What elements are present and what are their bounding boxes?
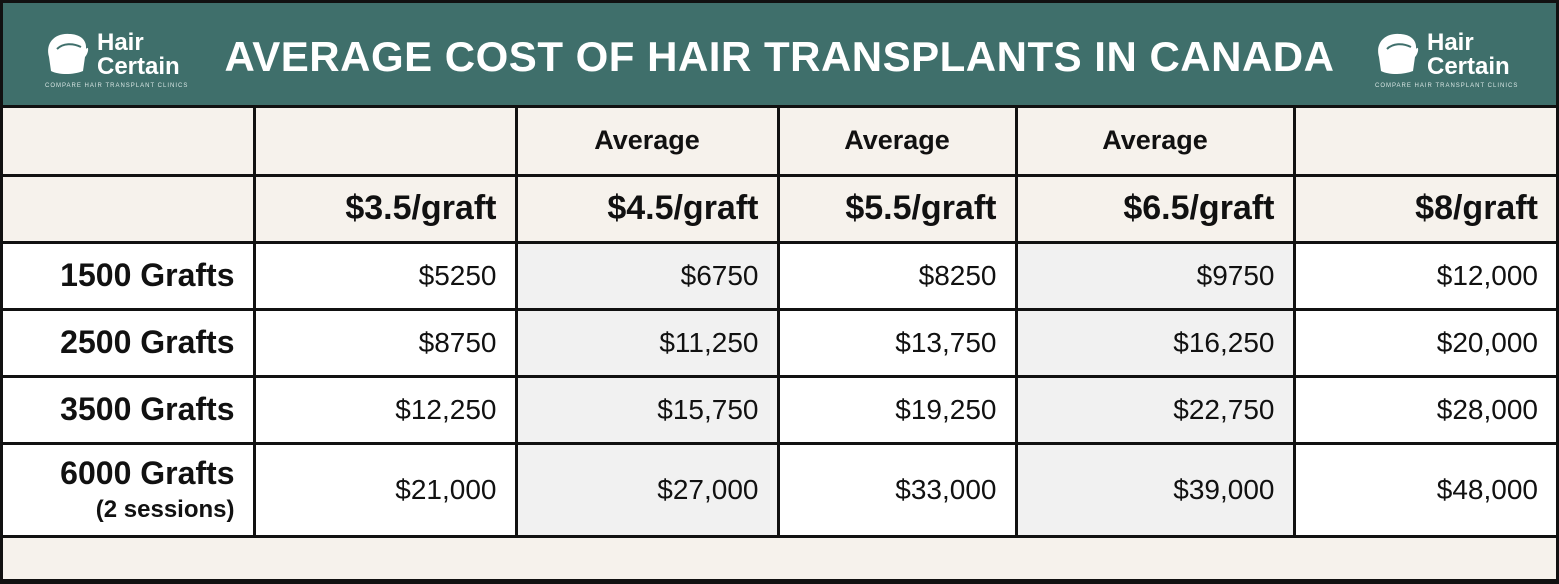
row-label-text: 1500 Grafts bbox=[60, 257, 235, 293]
row-label-text: 6000 Grafts bbox=[60, 455, 235, 491]
cost-cell: $15,750 bbox=[514, 374, 780, 445]
table-row: 3500 Grafts $12,250 $15,750 $19,250 $22,… bbox=[3, 374, 1556, 445]
footer-band bbox=[3, 534, 1556, 582]
row-label: 1500 Grafts bbox=[3, 240, 256, 311]
table-row: 2500 Grafts $8750 $11,250 $13,750 $16,25… bbox=[3, 307, 1556, 378]
price-header: $6.5/graft bbox=[1014, 173, 1296, 244]
logo-word-1: Hair bbox=[97, 29, 144, 56]
logo-word-2: Certain bbox=[1427, 53, 1510, 80]
logo-tagline: COMPARE HAIR TRANSPLANT CLINICS bbox=[45, 83, 189, 89]
cost-cell: $28,000 bbox=[1292, 374, 1556, 445]
cost-cell: $11,250 bbox=[514, 307, 780, 378]
cost-cell: $27,000 bbox=[514, 441, 780, 538]
cost-cell: $12,250 bbox=[252, 374, 518, 445]
average-label bbox=[1292, 108, 1556, 177]
cost-cell: $22,750 bbox=[1014, 374, 1296, 445]
table-row: 6000 Grafts (2 sessions) $21,000 $27,000… bbox=[3, 441, 1556, 538]
logo-tagline: COMPARE HAIR TRANSPLANT CLINICS bbox=[1375, 83, 1519, 89]
table-row: 1500 Grafts $5250 $6750 $8250 $9750 $12,… bbox=[3, 240, 1556, 311]
cost-cell: $48,000 bbox=[1292, 441, 1556, 538]
cost-cell: $6750 bbox=[514, 240, 780, 311]
average-label bbox=[3, 108, 256, 177]
footer-cell bbox=[3, 534, 1556, 582]
average-label: Average bbox=[1014, 108, 1296, 177]
cost-cell: $5250 bbox=[252, 240, 518, 311]
header-banner: Hair Certain COMPARE HAIR TRANSPLANT CLI… bbox=[3, 3, 1556, 108]
hair-icon bbox=[48, 33, 89, 74]
cost-cell: $8250 bbox=[776, 240, 1018, 311]
brand-logo-left: Hair Certain COMPARE HAIR TRANSPLANT CLI… bbox=[43, 29, 213, 90]
cost-cell: $39,000 bbox=[1014, 441, 1296, 538]
average-label: Average bbox=[776, 108, 1018, 177]
brand-logo-right: Hair Certain COMPARE HAIR TRANSPLANT CLI… bbox=[1373, 29, 1543, 90]
average-label bbox=[252, 108, 518, 177]
average-label: Average bbox=[514, 108, 780, 177]
row-label: 6000 Grafts (2 sessions) bbox=[3, 441, 256, 538]
price-header: $4.5/graft bbox=[514, 173, 780, 244]
cost-cell: $21,000 bbox=[252, 441, 518, 538]
cost-cell: $8750 bbox=[252, 307, 518, 378]
cost-cell: $13,750 bbox=[776, 307, 1018, 378]
price-header bbox=[3, 173, 256, 244]
row-label: 2500 Grafts bbox=[3, 307, 256, 378]
row-sublabel: (2 sessions) bbox=[95, 496, 235, 523]
cost-cell: $33,000 bbox=[776, 441, 1018, 538]
average-header-row: Average Average Average bbox=[3, 108, 1556, 177]
cost-cell: $16,250 bbox=[1014, 307, 1296, 378]
logo-word-2: Certain bbox=[97, 53, 180, 80]
logo-word-1: Hair bbox=[1427, 29, 1474, 56]
price-header: $5.5/graft bbox=[776, 173, 1018, 244]
cost-cell: $12,000 bbox=[1292, 240, 1556, 311]
row-label: 3500 Grafts bbox=[3, 374, 256, 445]
price-header-row: $3.5/graft $4.5/graft $5.5/graft $6.5/gr… bbox=[3, 173, 1556, 244]
cost-cell: $19,250 bbox=[776, 374, 1018, 445]
price-header: $3.5/graft bbox=[252, 173, 518, 244]
row-label-text: 2500 Grafts bbox=[60, 324, 235, 360]
cost-cell: $20,000 bbox=[1292, 307, 1556, 378]
page-title: AVERAGE COST OF HAIR TRANSPLANTS IN CANA… bbox=[224, 33, 1335, 80]
price-header: $8/graft bbox=[1292, 173, 1556, 244]
hair-icon bbox=[1378, 33, 1419, 74]
row-label-text: 3500 Grafts bbox=[60, 391, 235, 427]
price-table: Average Average Average $3.5/graft $4.5/… bbox=[3, 108, 1556, 582]
cost-cell: $9750 bbox=[1014, 240, 1296, 311]
